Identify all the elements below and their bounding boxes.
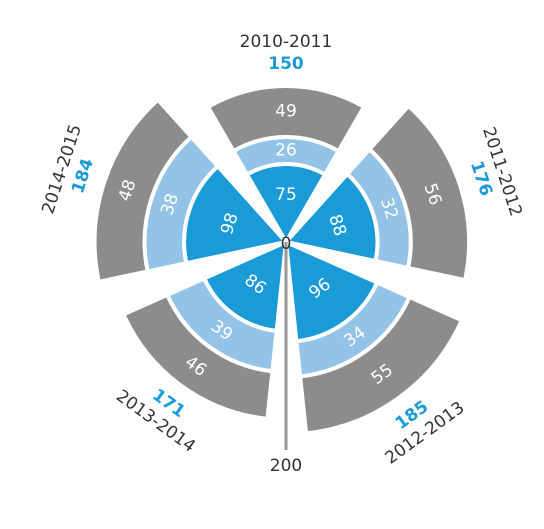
axis-tick-label: 200	[270, 456, 302, 476]
segment	[297, 294, 465, 436]
segment	[366, 103, 471, 283]
segment-label: 26	[275, 140, 297, 160]
segment	[92, 96, 195, 285]
segment-label: 49	[275, 101, 297, 121]
axis-tick-label: 0	[281, 234, 292, 254]
total-label: 150	[268, 54, 304, 74]
segment	[120, 292, 275, 422]
category-label: 2010-2011	[240, 32, 333, 52]
segment	[205, 84, 367, 154]
segment-label: 75	[275, 185, 297, 205]
